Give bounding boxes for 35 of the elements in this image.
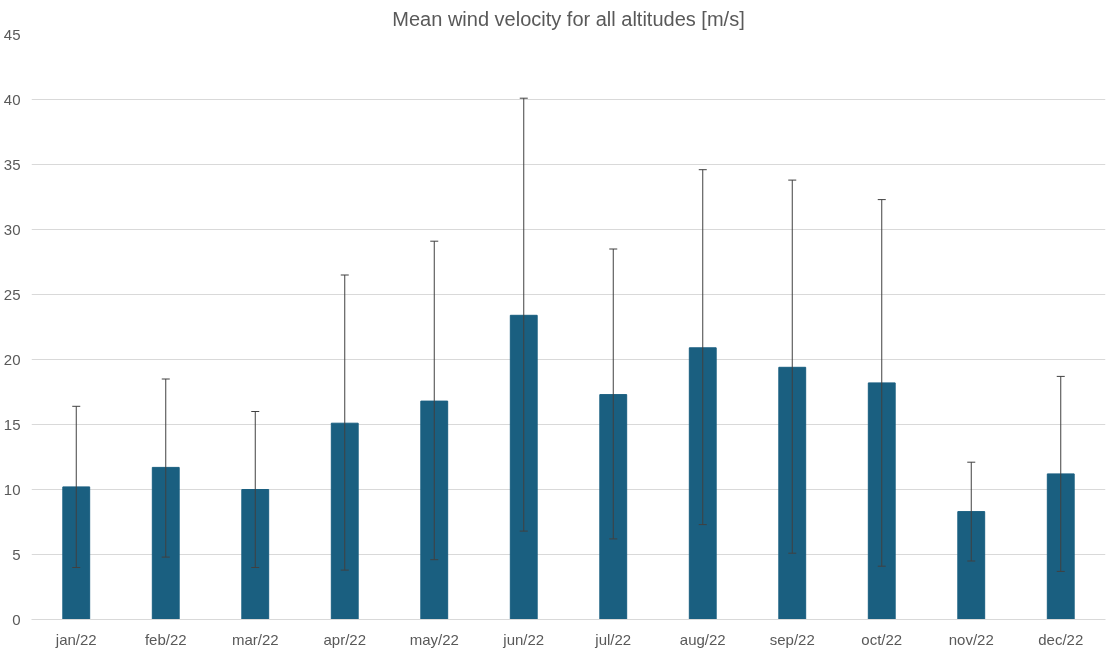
bar [599, 394, 628, 620]
bar [420, 400, 449, 620]
x-tick-label: nov/22 [948, 630, 994, 648]
y-tick-label: 5 [12, 545, 21, 563]
bar [62, 486, 91, 620]
x-tick-label: oct/22 [861, 630, 903, 648]
y-tick-label: 30 [3, 220, 21, 238]
bar [1046, 473, 1075, 620]
bar [867, 382, 896, 620]
y-tick-label: 15 [3, 415, 21, 433]
chart-title: Mean wind velocity for all altitudes [m/s] [392, 7, 745, 30]
x-tick-label: jan/22 [54, 630, 97, 648]
bar [778, 366, 807, 620]
bar [241, 489, 270, 620]
y-tick-label: 10 [3, 480, 21, 498]
bar [330, 422, 359, 620]
y-tick-label: 20 [3, 350, 21, 368]
y-tick-label: 45 [3, 25, 21, 43]
x-tick-label: dec/22 [1038, 630, 1084, 648]
y-tick-label: 40 [3, 90, 21, 108]
x-tick-label: jun/22 [502, 630, 545, 648]
bar [688, 347, 717, 620]
x-tick-label: apr/22 [323, 630, 367, 648]
y-tick-label: 25 [3, 285, 21, 303]
y-tick-label: 0 [12, 610, 21, 628]
bar [957, 511, 986, 620]
bar [509, 314, 538, 620]
y-tick-label: 35 [3, 155, 21, 173]
x-tick-label: feb/22 [144, 630, 187, 648]
x-tick-label: sep/22 [769, 630, 815, 648]
bar [151, 466, 180, 620]
x-tick-label: may/22 [409, 630, 459, 648]
x-tick-label: mar/22 [231, 630, 279, 648]
x-tick-label: aug/22 [679, 630, 726, 648]
x-tick-label: jul/22 [594, 630, 632, 648]
